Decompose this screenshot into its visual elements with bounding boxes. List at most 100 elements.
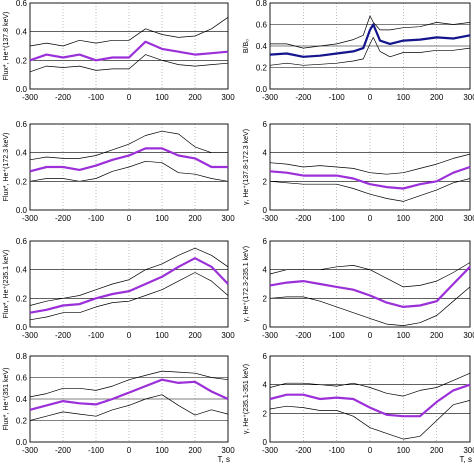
x-tick-label: 300 (463, 214, 474, 223)
y-tick-label: 6 (263, 237, 268, 246)
x-tick-label: 100 (397, 446, 411, 455)
x-tick-label: -300 (262, 331, 279, 340)
x-tick-label: -200 (55, 214, 72, 223)
x-tick-label: -300 (262, 93, 279, 102)
y-tick-label: 6 (263, 120, 268, 129)
y-axis-label: γ, He⁺(172.3-235.1 keV) (243, 246, 250, 322)
y-tick-label: 0.2 (16, 294, 28, 303)
chart-panel-left-4: 0.0 0.2 0.4 0.6 0.8 -300 -200 -100 0 100 200 300T, … (3, 352, 235, 464)
y-tick-label: 0 (263, 323, 268, 332)
y-tick-label: 0.6 (16, 374, 28, 383)
x-tick-label: 200 (430, 331, 444, 340)
x-tick-label: 0 (368, 331, 373, 340)
y-tick-label: 0.2 (16, 56, 28, 65)
x-tick-label: 200 (188, 331, 202, 340)
series-line-lower (269, 400, 471, 440)
x-tick-label: -200 (55, 446, 72, 455)
y-axis-label: Flux*, He⁺(351 keV) (3, 368, 10, 431)
x-tick-label: 100 (155, 331, 169, 340)
series-line-lower (29, 394, 229, 421)
x-tick-label: -200 (55, 93, 72, 102)
y-tick-label: 0.6 (16, 237, 28, 246)
x-tick-label: 0 (368, 214, 373, 223)
x-tick-label: -100 (329, 331, 346, 340)
x-tick-label: -200 (295, 214, 312, 223)
chart-panel-left-1: 0.0 0.2 0.4 0.6 -300 -200 -100 0 100 200 300 Flux*,… (3, 0, 235, 102)
y-axis-label: Flux*, He⁺(235.1 keV) (3, 250, 10, 319)
x-tick-label: 0 (127, 93, 132, 102)
series-line-lower (29, 54, 229, 73)
x-tick-label: 300 (221, 446, 235, 455)
x-tick-label: -300 (22, 93, 39, 102)
x-tick-label: 100 (155, 93, 169, 102)
y-tick-label: 0.8 (16, 352, 28, 361)
y-tick-label: 0.0 (16, 206, 28, 215)
y-axis-label: γ, He⁺(137.8-172.3 keV) (243, 129, 250, 205)
y-tick-label: 4 (263, 266, 268, 275)
series-line-mean (269, 23, 471, 58)
x-axis-label: T, s (218, 455, 230, 464)
x-tick-label: 300 (221, 93, 235, 102)
x-tick-label: 200 (430, 214, 444, 223)
x-tick-label: 200 (188, 93, 202, 102)
series-line-lower (29, 272, 229, 321)
y-tick-label: 0.4 (16, 395, 28, 404)
y-tick-label: 4 (263, 381, 268, 390)
series-line-upper (29, 370, 229, 398)
x-tick-label: -300 (262, 214, 279, 223)
x-tick-label: 300 (221, 331, 235, 340)
plot-frame (269, 240, 471, 328)
y-tick-label: 2 (263, 409, 268, 418)
y-tick-label: 0 (263, 206, 268, 215)
x-tick-label: 100 (155, 446, 169, 455)
y-axis-label: Flux*, He⁺(137.8 keV) (3, 12, 10, 81)
series-line-mean (269, 266, 471, 308)
series-line-upper (29, 17, 229, 47)
x-tick-label: 200 (188, 214, 202, 223)
y-tick-label: 6 (263, 352, 268, 361)
x-tick-label: 300 (463, 446, 474, 455)
y-tick-label: 0.0 (16, 323, 28, 332)
x-tick-label: -100 (88, 446, 105, 455)
x-tick-label: -300 (262, 446, 279, 455)
x-tick-label: -100 (329, 446, 346, 455)
y-tick-label: 0.8 (256, 0, 268, 8)
x-axis-label: T, s (460, 455, 472, 464)
x-tick-label: 100 (155, 214, 169, 223)
series-line-upper (29, 247, 229, 306)
x-tick-label: 200 (430, 446, 444, 455)
x-tick-label: -300 (22, 331, 39, 340)
chart-panel-right-3: 0 2 4 6 -300 -200 -100 0 100 200 300 γ, He⁺(172.3-2… (243, 237, 474, 340)
series-line-mean (29, 40, 229, 62)
y-tick-label: 0.6 (256, 21, 268, 30)
x-tick-label: 100 (397, 214, 411, 223)
x-tick-label: 0 (127, 214, 132, 223)
y-tick-label: 0.2 (256, 64, 268, 73)
x-tick-label: 300 (463, 93, 474, 102)
x-tick-label: 0 (127, 446, 132, 455)
y-tick-label: 4 (263, 149, 268, 158)
chart-panel-right-2: 0 2 4 6 -300 -200 -100 0 100 200 300 γ, He⁺(137.8-1… (243, 120, 474, 223)
series-line-mean (269, 383, 471, 418)
x-tick-label: 0 (368, 93, 373, 102)
y-axis-label: γ, He⁺(235.1-351 keV) (243, 364, 250, 434)
x-tick-label: -100 (88, 93, 105, 102)
x-tick-label: 300 (221, 214, 235, 223)
y-tick-label: 0.6 (16, 120, 28, 129)
y-tick-label: 0.6 (16, 0, 28, 8)
x-tick-label: 200 (188, 446, 202, 455)
chart-panel-right-1: 0.0 0.2 0.4 0.6 0.8 -300 -200 -100 0 100 200 300 B/B… (243, 0, 474, 102)
series-line-lower (269, 178, 471, 202)
y-tick-label: 0.2 (16, 417, 28, 426)
y-axis-label: B/B₀ (243, 39, 250, 53)
x-tick-label: -100 (329, 93, 346, 102)
series-line-upper (270, 15, 471, 49)
chart-panel-left-3: 0.0 0.2 0.4 0.6 -300 -200 -100 0 100 200 300 Flux*,… (3, 237, 235, 340)
y-tick-label: 0.4 (256, 42, 268, 51)
y-tick-label: 0.4 (16, 28, 28, 37)
y-tick-label: 0.4 (16, 149, 28, 158)
x-tick-label: 100 (397, 331, 411, 340)
y-tick-label: 0.0 (256, 85, 268, 94)
